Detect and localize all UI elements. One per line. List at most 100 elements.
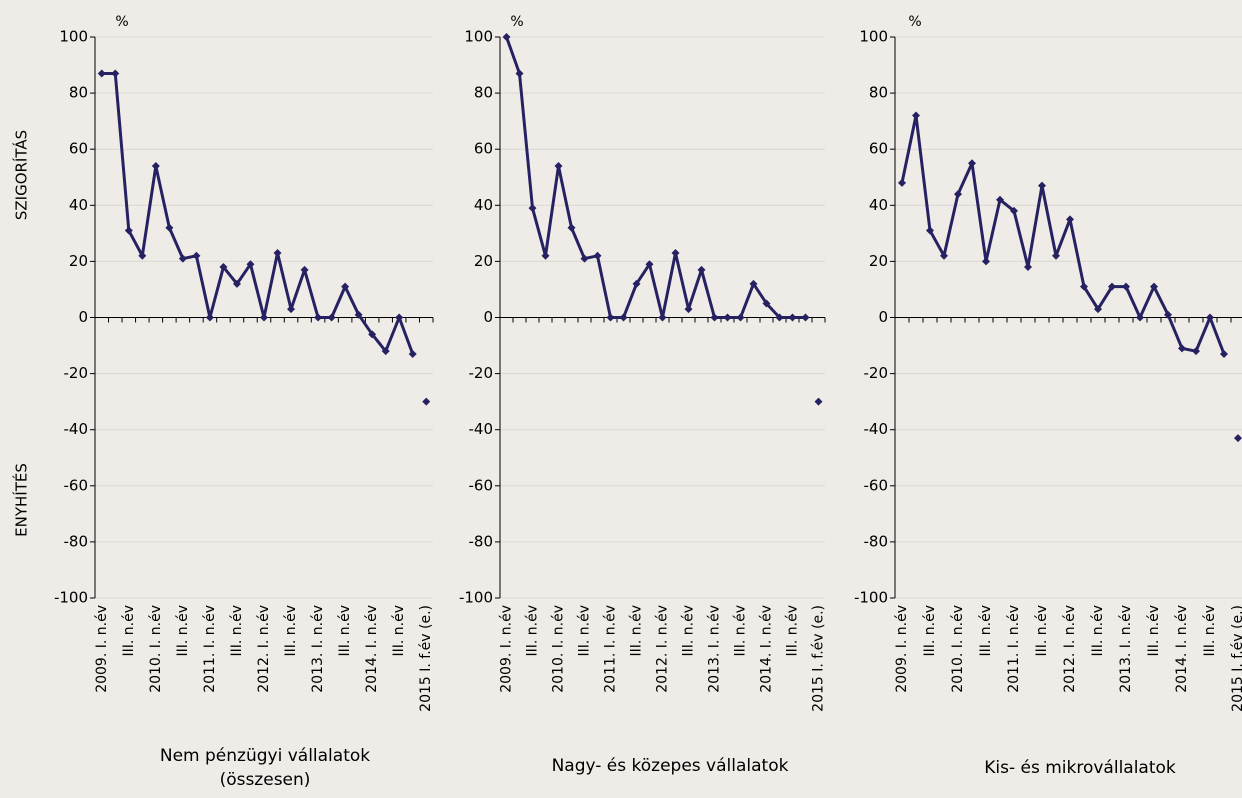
point-marker [97, 69, 106, 78]
point-marker [982, 257, 990, 266]
point-marker [632, 279, 641, 288]
y-tick-label: -100 [54, 589, 88, 607]
y-tick-label: -60 [469, 476, 494, 494]
point-marker [926, 226, 934, 235]
x-tick-label: 2015 I. f.év (e.) [1230, 605, 1242, 712]
x-tick-label: III. n.év [629, 605, 645, 657]
x-tick-label: 2010. I. n.év [950, 605, 966, 693]
point-marker [300, 265, 309, 274]
point-marker [1024, 263, 1032, 272]
point-marker [898, 178, 906, 187]
point-marker [381, 347, 390, 356]
point-marker [593, 251, 602, 260]
y-tick-label: -20 [864, 364, 889, 382]
point-marker [1038, 181, 1046, 190]
point-marker [422, 397, 431, 406]
point-marker [710, 313, 719, 322]
x-tick-label: III. n.év [681, 605, 697, 657]
point-marker [541, 251, 550, 260]
x-tick-label: III. n.év [1202, 605, 1218, 657]
y-axis-label: ENYHÍTÉS [12, 463, 31, 537]
point-marker [606, 313, 615, 322]
x-tick-label: III. n.év [175, 605, 191, 657]
y-tick-label: 20 [69, 252, 88, 270]
x-tick-label: 2012. I. n.év [1062, 605, 1078, 693]
point-marker [165, 223, 174, 232]
y-tick-label: 100 [464, 28, 493, 46]
point-marker [111, 69, 120, 78]
y-tick-label: 80 [69, 84, 88, 102]
x-tick-label: 2014. I. n.év [364, 605, 380, 693]
x-tick-label: III. n.év [1034, 605, 1050, 657]
point-marker [1178, 344, 1186, 353]
point-marker [1192, 347, 1200, 356]
y-tick-label: 60 [474, 140, 493, 158]
point-marker [287, 305, 296, 314]
point-marker [138, 251, 147, 260]
point-marker [354, 310, 363, 319]
y-tick-label: 60 [869, 140, 888, 158]
point-marker [723, 313, 732, 322]
x-tick-label: 2015 I. f.év (e.) [418, 605, 434, 712]
y-tick-label: 40 [869, 196, 888, 214]
x-tick-label: 2009. I. n.év [894, 605, 910, 693]
point-marker [684, 305, 693, 314]
point-marker [940, 251, 948, 260]
y-tick-label: -100 [459, 589, 493, 607]
x-tick-label: III. n.év [785, 605, 801, 657]
unit-label: % [908, 14, 921, 30]
point-marker [954, 190, 962, 199]
y-tick-label: -80 [64, 532, 89, 550]
x-tick-label: 2011. I. n.év [1006, 605, 1022, 693]
x-tick-label: 2011. I. n.év [603, 605, 619, 693]
point-marker [1150, 282, 1158, 291]
x-tick-label: 2013. I. n.év [310, 605, 326, 693]
y-tick-label: 20 [474, 252, 493, 270]
point-marker [246, 260, 255, 269]
point-marker [736, 313, 745, 322]
x-tick-label: III. n.év [391, 605, 407, 657]
x-tick-label: 2014. I. n.év [1174, 605, 1190, 693]
point-marker [1206, 313, 1214, 322]
y-tick-label: 60 [69, 140, 88, 158]
point-marker [1052, 251, 1060, 260]
point-marker [502, 33, 511, 41]
point-marker [1094, 305, 1102, 314]
unit-label: % [510, 14, 523, 30]
y-axis-label: SZIGORÍTÁS [12, 130, 31, 220]
point-marker [368, 330, 377, 339]
y-tick-label: 40 [474, 196, 493, 214]
point-marker [996, 195, 1004, 204]
x-tick-label: 2013. I. n.év [1118, 605, 1134, 693]
y-tick-label: -40 [864, 420, 889, 438]
point-marker [341, 282, 350, 291]
point-marker [645, 260, 654, 269]
point-marker [968, 159, 976, 168]
x-tick-label: 2009. I. n.év [499, 605, 515, 693]
x-tick-label: III. n.év [283, 605, 299, 657]
point-marker [762, 299, 771, 308]
y-tick-label: -60 [864, 476, 889, 494]
point-marker [749, 279, 758, 288]
point-marker [124, 226, 133, 235]
point-marker [314, 313, 323, 322]
point-marker [554, 162, 563, 171]
y-tick-label: -60 [64, 476, 89, 494]
point-marker [567, 223, 576, 232]
point-marker [205, 313, 214, 322]
panel-title: Kis- és mikrovállalatok [984, 758, 1176, 778]
y-tick-label: 80 [474, 84, 493, 102]
point-marker [788, 313, 797, 322]
y-tick-label: -100 [854, 589, 888, 607]
x-tick-label: 2015 I. f.év (e.) [811, 605, 827, 712]
point-marker [528, 204, 537, 213]
y-tick-label: -40 [469, 420, 494, 438]
point-marker [327, 313, 336, 322]
x-tick-label: III. n.év [121, 605, 137, 657]
point-marker [697, 265, 706, 274]
series-line [900, 114, 1226, 355]
x-tick-label: III. n.év [229, 605, 245, 657]
x-tick-label: III. n.év [733, 605, 749, 657]
x-tick-label: III. n.év [922, 605, 938, 657]
